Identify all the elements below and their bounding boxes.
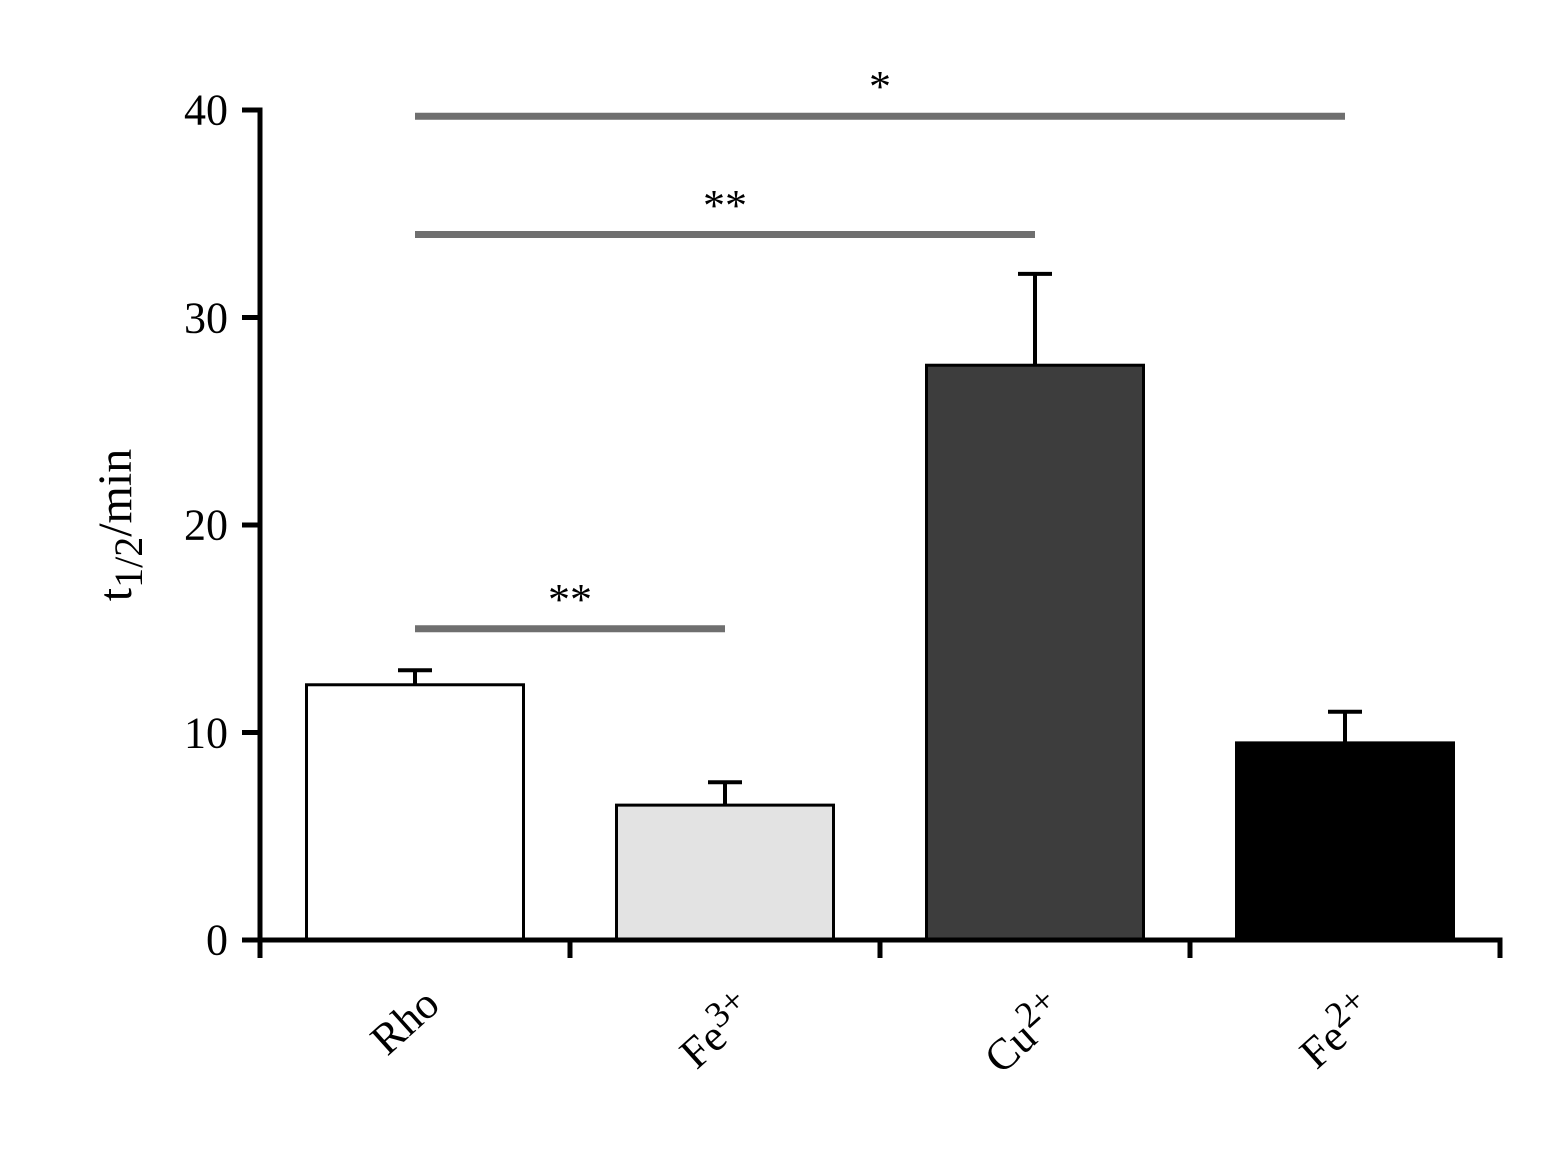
- bar-chart: [0, 0, 1568, 1160]
- y-axis-label: t1/2/min: [88, 449, 152, 601]
- significance-label: **: [548, 574, 592, 625]
- y-tick-label: 10: [184, 707, 228, 758]
- y-tick-label: 40: [184, 85, 228, 136]
- bar: [307, 685, 524, 940]
- bar: [1237, 743, 1454, 940]
- y-tick-label: 0: [206, 915, 228, 966]
- chart-container: t1/2/min 010203040RhoFe3+Cu2+Fe2+*****: [0, 0, 1568, 1160]
- bar: [927, 365, 1144, 940]
- y-tick-label: 30: [184, 292, 228, 343]
- y-tick-label: 20: [184, 500, 228, 551]
- significance-label: **: [703, 180, 747, 231]
- significance-label: *: [869, 61, 891, 112]
- bar: [617, 805, 834, 940]
